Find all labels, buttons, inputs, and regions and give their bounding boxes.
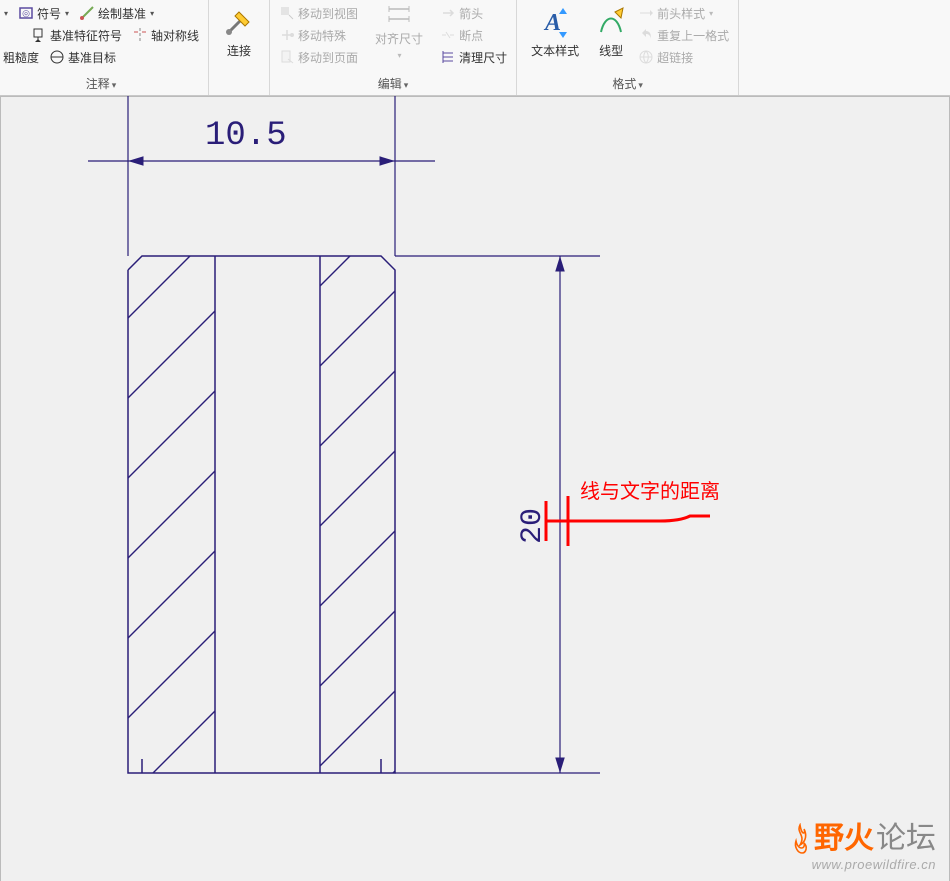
arrow-label: 箭头 <box>459 5 483 22</box>
annotation-label: 线与文字的距离 <box>580 480 720 503</box>
move-to-view-label: 移动到视图 <box>298 5 358 22</box>
datum-target-label: 基准目标 <box>68 49 116 66</box>
ribbon-group-connect: 连接 <box>209 0 270 95</box>
text-style-icon: A <box>539 6 571 38</box>
move-special-label: 移动特殊 <box>298 27 346 44</box>
repeat-format-button: 重复上一格式 <box>635 26 732 45</box>
arrow-style-label: 前头样式 <box>657 5 705 22</box>
move-to-view-icon <box>279 5 295 21</box>
datum-feature-icon <box>31 27 47 43</box>
repeat-format-icon <box>638 27 654 43</box>
ribbon-toolbar: ▾ ◎ 符号 ▾ 绘制基准 ▾ <box>0 0 950 96</box>
breakpoint-button: 断点 <box>437 26 486 45</box>
line-style-icon <box>595 6 627 38</box>
roughness-label: 粗糙度 <box>3 49 39 66</box>
cleanup-dimension-icon <box>440 49 456 65</box>
drawing-canvas[interactable]: 10.5 20 线与文字的距离 野火论坛 www.proewildf <box>0 96 950 881</box>
datum-feature-button[interactable]: 基准特征符号 <box>28 26 125 45</box>
move-special-button: 移动特殊 <box>276 26 349 45</box>
part-outline <box>128 256 395 773</box>
align-dimension-icon <box>383 2 415 26</box>
cleanup-dimension-label: 清理尺寸 <box>459 49 507 66</box>
text-style-label: 文本样式 <box>531 42 579 59</box>
svg-text:◎: ◎ <box>22 8 30 18</box>
line-style-label: 线型 <box>599 42 623 59</box>
datum-target-button[interactable]: 基准目标 <box>46 48 119 67</box>
align-dimension-label: 对齐尺寸 <box>375 30 423 47</box>
ribbon-group-annotate: ▾ ◎ 符号 ▾ 绘制基准 ▾ <box>0 0 209 95</box>
move-special-icon <box>279 27 295 43</box>
svg-text:A: A <box>543 10 561 36</box>
connect-button[interactable]: 连接 <box>215 2 263 59</box>
dimension-horizontal-value: 10.5 <box>205 117 287 155</box>
arrow-style-button: 前头样式 ▾ <box>635 4 716 23</box>
draw-datum-label: 绘制基准 <box>98 5 146 22</box>
move-to-page-icon <box>279 49 295 65</box>
axis-symmetry-label: 轴对称线 <box>151 27 199 44</box>
symbol-icon: ◎ <box>18 5 34 21</box>
connect-icon <box>223 6 255 38</box>
symbol-label: 符号 <box>37 5 61 22</box>
hyperlink-icon <box>638 49 654 65</box>
hyperlink-label: 超链接 <box>657 49 693 66</box>
breakpoint-icon <box>440 27 456 43</box>
move-to-page-button: 移动到页面 <box>276 48 361 67</box>
roughness-button[interactable]: 粗糙度 <box>0 48 42 67</box>
move-to-page-label: 移动到页面 <box>298 49 358 66</box>
cleanup-dimension-button[interactable]: 清理尺寸 <box>437 48 510 67</box>
hyperlink-button: 超链接 <box>635 48 696 67</box>
arrow-icon <box>440 5 456 21</box>
breakpoint-label: 断点 <box>459 27 483 44</box>
line-style-button[interactable]: 线型 <box>587 2 635 68</box>
dimension-dropdown[interactable]: ▾ <box>0 8 11 19</box>
axis-symmetry-icon <box>132 27 148 43</box>
ribbon-group-format: A 文本样式 线型 前头样式 ▾ <box>517 0 739 95</box>
arrow-style-icon <box>638 5 654 21</box>
draw-datum-icon <box>79 5 95 21</box>
repeat-format-label: 重复上一格式 <box>657 27 729 44</box>
edit-group-label: 编辑▾ <box>276 73 510 95</box>
annotation-marker <box>546 496 710 546</box>
arrow-button: 箭头 <box>437 4 486 23</box>
axis-symmetry-button[interactable]: 轴对称线 <box>129 26 202 45</box>
datum-target-icon <box>49 49 65 65</box>
hatch-left <box>60 106 260 866</box>
symbol-button[interactable]: ◎ 符号 ▾ <box>15 4 72 23</box>
ribbon-group-edit: 移动到视图 移动特殊 移动到 <box>270 0 517 95</box>
drawing-svg: 10.5 20 线与文字的距离 <box>0 96 950 881</box>
align-dimension-button: 对齐尺寸 ▾ <box>367 2 431 60</box>
text-style-button[interactable]: A 文本样式 <box>523 2 587 68</box>
format-group-label: 格式▾ <box>523 73 732 95</box>
move-to-view-button: 移动到视图 <box>276 4 361 23</box>
connect-group-spacer <box>215 76 263 95</box>
draw-datum-button[interactable]: 绘制基准 ▾ <box>76 4 157 23</box>
connect-label: 连接 <box>227 42 251 59</box>
annotate-group-label: 注释▾ <box>0 73 202 95</box>
datum-feature-label: 基准特征符号 <box>50 27 122 44</box>
